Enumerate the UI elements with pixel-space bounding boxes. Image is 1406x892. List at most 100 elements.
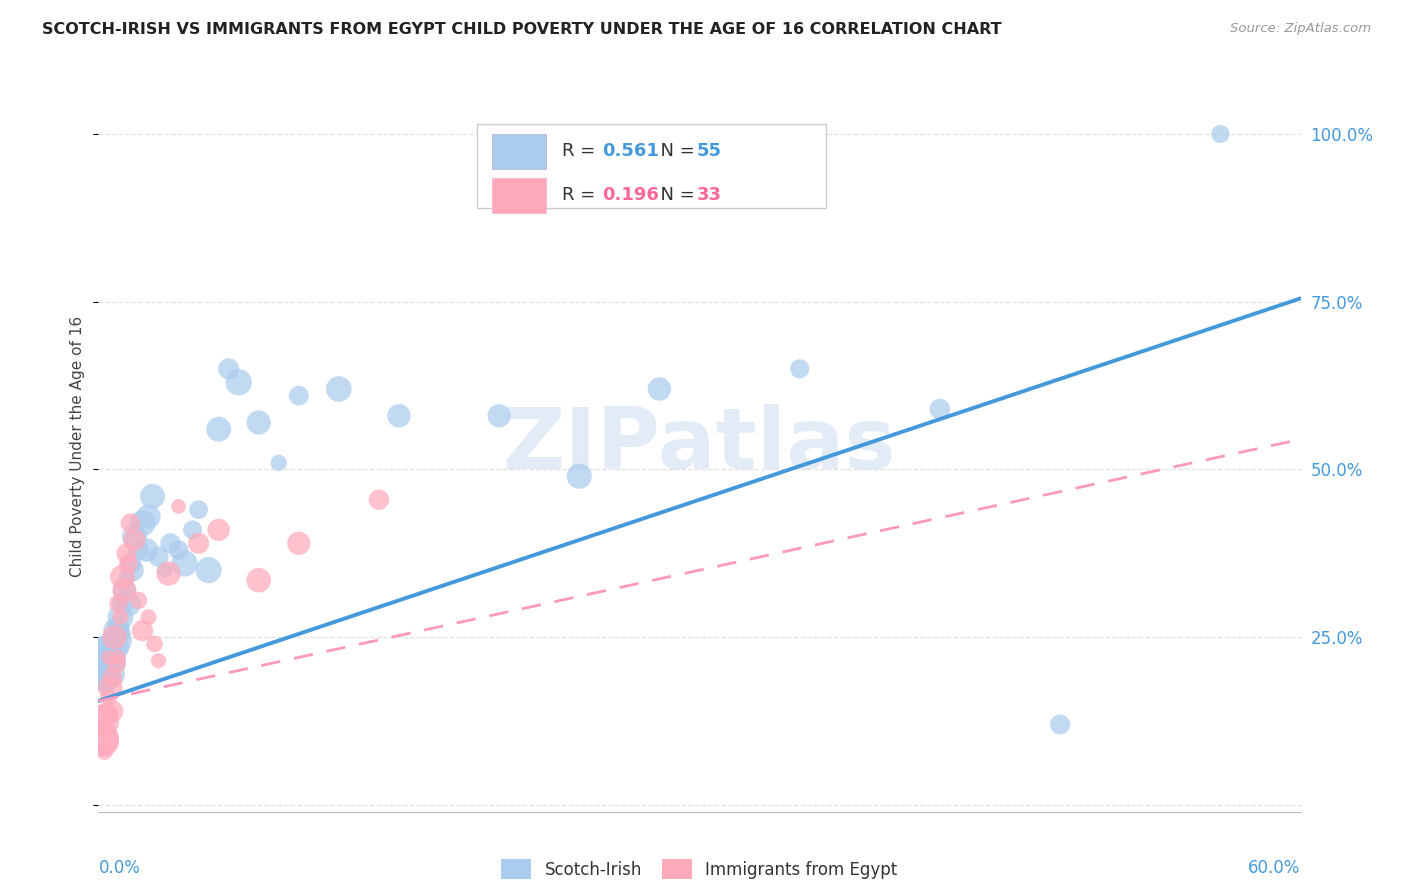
Text: Source: ZipAtlas.com: Source: ZipAtlas.com bbox=[1230, 22, 1371, 36]
Text: 0.196: 0.196 bbox=[602, 186, 659, 204]
Point bbox=[120, 516, 142, 531]
Point bbox=[96, 650, 118, 665]
Point bbox=[267, 456, 290, 470]
Point bbox=[114, 583, 136, 598]
Point bbox=[97, 657, 120, 671]
Point bbox=[138, 610, 160, 624]
Point bbox=[208, 523, 231, 537]
Point bbox=[143, 637, 166, 651]
Point bbox=[789, 361, 811, 376]
Point bbox=[117, 597, 139, 611]
Point bbox=[131, 516, 153, 531]
Legend: Scotch-Irish, Immigrants from Egypt: Scotch-Irish, Immigrants from Egypt bbox=[494, 850, 905, 888]
Point bbox=[103, 630, 125, 644]
Text: 60.0%: 60.0% bbox=[1249, 859, 1301, 877]
FancyBboxPatch shape bbox=[477, 124, 825, 209]
Point bbox=[91, 664, 114, 678]
Text: 0.0%: 0.0% bbox=[98, 859, 141, 877]
Point bbox=[101, 650, 124, 665]
Point bbox=[288, 536, 311, 550]
Point bbox=[97, 647, 120, 661]
Point bbox=[1209, 127, 1232, 141]
Point bbox=[110, 627, 132, 641]
Point bbox=[100, 637, 122, 651]
Point bbox=[648, 382, 671, 396]
Point bbox=[929, 402, 952, 417]
Point bbox=[89, 731, 111, 745]
Point bbox=[96, 707, 118, 722]
Text: N =: N = bbox=[650, 186, 700, 204]
FancyBboxPatch shape bbox=[492, 178, 546, 212]
Point bbox=[93, 734, 115, 748]
Point bbox=[187, 502, 209, 516]
Point bbox=[117, 557, 139, 571]
Point bbox=[100, 660, 122, 674]
Point bbox=[488, 409, 510, 423]
Point bbox=[114, 583, 136, 598]
Point bbox=[368, 492, 391, 507]
Point bbox=[121, 563, 143, 577]
Text: 55: 55 bbox=[697, 142, 723, 161]
Point bbox=[197, 563, 219, 577]
Point bbox=[124, 533, 146, 547]
Point bbox=[1049, 717, 1071, 731]
Text: SCOTCH-IRISH VS IMMIGRANTS FROM EGYPT CHILD POVERTY UNDER THE AGE OF 16 CORRELAT: SCOTCH-IRISH VS IMMIGRANTS FROM EGYPT CH… bbox=[42, 22, 1002, 37]
Point bbox=[148, 654, 170, 668]
Point bbox=[128, 593, 150, 607]
Point bbox=[288, 389, 311, 403]
Text: N =: N = bbox=[650, 142, 700, 161]
Point bbox=[105, 657, 128, 671]
Point bbox=[111, 597, 134, 611]
Point bbox=[157, 566, 180, 581]
Text: 33: 33 bbox=[697, 186, 723, 204]
Point bbox=[138, 509, 160, 524]
Point bbox=[128, 543, 150, 558]
Point bbox=[96, 673, 118, 688]
Point bbox=[89, 654, 111, 668]
Point bbox=[120, 557, 142, 571]
Point bbox=[218, 361, 240, 376]
Point bbox=[111, 570, 134, 584]
Point bbox=[167, 543, 190, 558]
Point bbox=[93, 643, 115, 657]
Y-axis label: Child Poverty Under the Age of 16: Child Poverty Under the Age of 16 bbox=[70, 316, 86, 576]
Point bbox=[159, 536, 181, 550]
Point bbox=[107, 650, 129, 665]
Point bbox=[141, 489, 163, 503]
Point bbox=[91, 714, 114, 728]
Point bbox=[97, 650, 120, 665]
Point bbox=[110, 610, 132, 624]
Point bbox=[247, 573, 270, 587]
Point bbox=[107, 597, 129, 611]
Point bbox=[110, 610, 132, 624]
Text: ZIPatlas: ZIPatlas bbox=[502, 404, 897, 488]
Point bbox=[93, 671, 115, 685]
Point bbox=[107, 633, 129, 648]
Point bbox=[115, 570, 138, 584]
FancyBboxPatch shape bbox=[492, 134, 546, 169]
Point bbox=[148, 549, 170, 564]
Point bbox=[103, 630, 125, 644]
Point bbox=[115, 546, 138, 560]
Text: R =: R = bbox=[562, 142, 602, 161]
Point bbox=[568, 469, 591, 483]
Point bbox=[93, 744, 115, 758]
Point bbox=[101, 704, 124, 718]
Point bbox=[105, 640, 128, 655]
Text: 0.561: 0.561 bbox=[602, 142, 659, 161]
Point bbox=[101, 671, 124, 685]
Point bbox=[388, 409, 411, 423]
Text: R =: R = bbox=[562, 186, 602, 204]
Point bbox=[153, 563, 176, 577]
Point bbox=[124, 530, 146, 544]
Point bbox=[167, 500, 190, 514]
Point bbox=[228, 376, 250, 390]
Point bbox=[107, 620, 129, 634]
Point bbox=[208, 422, 231, 436]
Point bbox=[328, 382, 350, 396]
Point bbox=[173, 557, 195, 571]
Point bbox=[135, 543, 157, 558]
Point bbox=[131, 624, 153, 638]
Point bbox=[103, 654, 125, 668]
Point bbox=[97, 690, 120, 705]
